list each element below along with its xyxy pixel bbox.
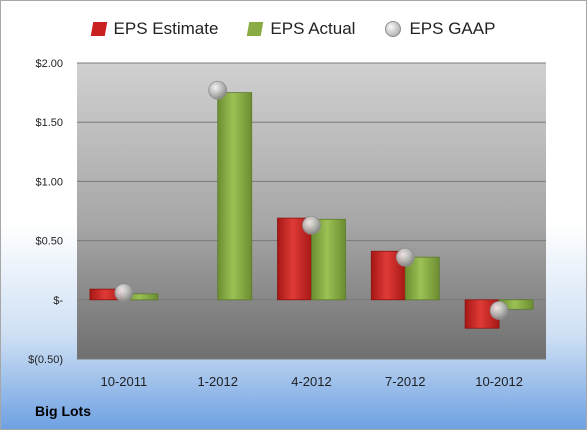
y-tick-label: $1.50 [35, 117, 63, 129]
legend-item-gaap: EPS GAAP [385, 19, 495, 39]
marker-eps-gaap [114, 283, 134, 303]
legend-label-gaap: EPS GAAP [409, 19, 496, 38]
legend-item-actual: EPS Actual [247, 19, 356, 39]
y-tick-label: $- [53, 295, 63, 307]
y-tick-label: $2.00 [35, 58, 63, 70]
legend: EPS Estimate EPS Actual EPS GAAP [1, 19, 586, 39]
bar-eps-actual [217, 92, 253, 301]
company-name: Big Lots [35, 403, 91, 419]
legend-label-estimate: EPS Estimate [113, 19, 219, 38]
legend-label-actual: EPS Actual [270, 19, 356, 38]
x-tick-label: 4-2012 [291, 374, 331, 389]
x-tick-label: 10-2011 [101, 374, 148, 389]
legend-item-estimate: EPS Estimate [90, 19, 219, 39]
marker-eps-gaap [302, 215, 321, 235]
marker-eps-gaap [395, 247, 415, 267]
marker-eps-gaap [489, 301, 509, 320]
x-tick-label: 10-2012 [475, 374, 523, 389]
marker-eps-gaap [208, 80, 228, 100]
y-tick-label: $(0.50) [28, 354, 63, 366]
x-tick-label: 1-2012 [197, 374, 237, 389]
y-tick-label: $1.00 [35, 176, 63, 188]
y-tick-label: $0.50 [35, 236, 63, 248]
legend-swatch-gaap [385, 21, 402, 37]
x-tick-label: 7-2012 [385, 374, 425, 389]
